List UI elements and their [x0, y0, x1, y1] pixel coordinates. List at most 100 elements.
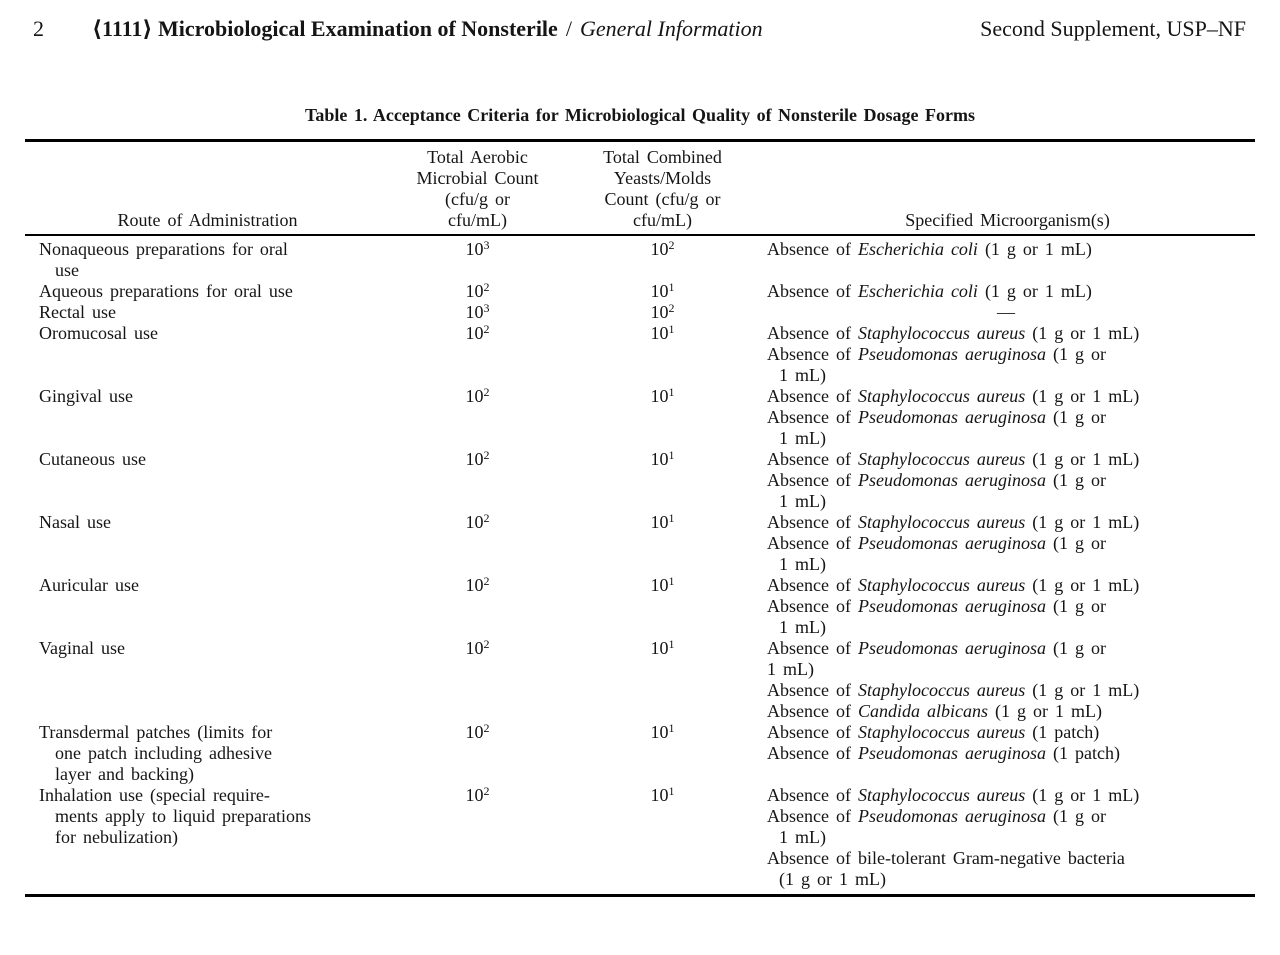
route-line: use — [55, 260, 79, 280]
organism-text: (1 g or 1 mL) — [1025, 785, 1140, 805]
organism-text: 1 mL) — [779, 617, 826, 637]
route-line: Auricular use — [39, 575, 139, 595]
organism-text: (1 g or 1 mL) — [1025, 386, 1140, 406]
tamc-value: 103 — [466, 302, 490, 322]
organism-line: Absence of Pseudomonas aeruginosa (1 g o… — [767, 344, 1255, 365]
organism-text: (1 g or — [1045, 533, 1106, 553]
tymc-value-cell: 102 — [565, 302, 760, 323]
tamc-value-base: 10 — [465, 302, 484, 322]
organism-text: 1 mL) — [779, 491, 826, 511]
tamc-value: 102 — [466, 722, 490, 742]
tamc-value: 102 — [466, 281, 490, 301]
organism-text: Absence of — [767, 575, 858, 595]
tymc-value-base: 10 — [650, 386, 669, 406]
organism-text: Absence of — [767, 680, 858, 700]
tamc-value: 103 — [466, 239, 490, 259]
tymc-value: 101 — [651, 722, 675, 742]
tamc-value-base: 10 — [465, 638, 484, 658]
organism-text: (1 g or 1 mL) — [977, 281, 1092, 301]
organism-line: (1 g or 1 mL) — [767, 869, 1255, 890]
col-header-tymc: Total Combined Yeasts/Molds Count (cfu/g… — [565, 140, 760, 236]
organism-text: (1 g or — [1045, 344, 1106, 364]
organism-line: Absence of Pseudomonas aeruginosa (1 g o… — [767, 470, 1255, 491]
tymc-value-base: 10 — [650, 323, 669, 343]
tamc-value-exponent: 2 — [483, 322, 490, 336]
route-line: Transdermal patches (limits for — [39, 722, 273, 742]
organism-text: (1 g or 1 mL) — [1025, 323, 1140, 343]
tymc-value-base: 10 — [650, 785, 669, 805]
organism-text: Absence of — [767, 701, 858, 721]
edition-label: Second Supplement, USP–NF — [980, 16, 1246, 41]
table-row: Vaginal use 102 101 Absence of Pseudomonas … — [25, 638, 1255, 722]
tymc-value-exponent: 1 — [668, 385, 675, 399]
organism-name: Staphylococcus aureus — [857, 512, 1026, 532]
tymc-value-exponent: 2 — [668, 238, 675, 252]
organism-line: Absence of Pseudomonas aeruginosa (1 g o… — [767, 806, 1255, 827]
organism-text: (1 patch) — [1025, 722, 1100, 742]
col-header-tymc-line: Count (cfu/g or — [604, 189, 721, 209]
tymc-value: 101 — [651, 386, 675, 406]
route-cell: Vaginal use — [25, 638, 390, 722]
organism-text: Absence of — [767, 743, 858, 763]
tymc-value-exponent: 1 — [668, 322, 675, 336]
organism-text: Absence of — [767, 638, 858, 658]
organism-line: 1 mL) — [767, 827, 1255, 848]
organism-line: 1 mL) — [767, 617, 1255, 638]
organism-name: Candida albicans — [857, 701, 988, 721]
organism-text: (1 g or 1 mL) — [977, 239, 1092, 259]
tamc-value: 102 — [466, 323, 490, 343]
page-header: 2 ⟨1111⟩ Microbiological Examination of … — [0, 0, 1280, 44]
section-title: General Information — [579, 16, 763, 41]
tamc-value-cell: 102 — [390, 785, 565, 896]
tamc-value-base: 10 — [465, 386, 484, 406]
tamc-value: 102 — [466, 512, 490, 532]
organism-text: Absence of — [767, 806, 858, 826]
table-header: Route of Administration Total Aerobic Mi… — [25, 140, 1255, 236]
organism-line: 1 mL) — [767, 491, 1255, 512]
tymc-value: 101 — [651, 638, 675, 658]
tymc-value-cell: 101 — [565, 449, 760, 512]
organism-line: Absence of Staphylococcus aureus (1 g or… — [767, 575, 1255, 596]
route-line: Inhalation use (special require- — [39, 785, 270, 805]
tamc-value-cell: 102 — [390, 449, 565, 512]
organism-name: Escherichia coli — [857, 239, 978, 259]
tamc-value-cell: 102 — [390, 512, 565, 575]
organism-name: Pseudomonas aeruginosa — [857, 806, 1046, 826]
col-header-tymc-line: cfu/mL) — [633, 210, 692, 230]
tymc-value-exponent: 1 — [668, 637, 675, 651]
organism-text: (1 g or 1 mL) — [779, 869, 886, 889]
tymc-value-cell: 101 — [565, 638, 760, 722]
tymc-value-exponent: 1 — [668, 574, 675, 588]
organism-text: Absence of — [767, 386, 858, 406]
organism-line: Absence of Pseudomonas aeruginosa (1 g o… — [767, 533, 1255, 554]
route-line: for nebulization) — [55, 827, 178, 847]
organism-line: Absence of bile-tolerant Gram-negative b… — [767, 848, 1255, 869]
organisms-cell: Absence of Staphylococcus aureus (1 patc… — [760, 722, 1255, 785]
col-header-tymc-line: Yeasts/Molds — [613, 168, 712, 188]
tymc-value: 101 — [651, 449, 675, 469]
organism-text: Absence of — [767, 596, 858, 616]
page-header-left: 2 ⟨1111⟩ Microbiological Examination of … — [33, 14, 763, 44]
tymc-value-exponent: 1 — [668, 721, 675, 735]
route-cell: Rectal use — [25, 302, 390, 323]
tymc-value: 101 — [651, 512, 675, 532]
tamc-value-exponent: 2 — [483, 784, 490, 798]
col-header-tamc: Total Aerobic Microbial Count (cfu/g or … — [390, 140, 565, 236]
organisms-cell: Absence of Staphylococcus aureus (1 g or… — [760, 323, 1255, 386]
route-line: one patch including adhesive — [55, 743, 272, 763]
organism-text: (1 patch) — [1045, 743, 1120, 763]
organism-name: Pseudomonas aeruginosa — [857, 533, 1046, 553]
tamc-value-cell: 102 — [390, 386, 565, 449]
tamc-value-cell: 103 — [390, 302, 565, 323]
route-cell: Auricular use — [25, 575, 390, 638]
organism-line: Absence of Staphylococcus aureus (1 g or… — [767, 323, 1255, 344]
route-line: Aqueous preparations for oral use — [39, 281, 293, 301]
table-row: Gingival use 102 101 Absence of Staphylococ… — [25, 386, 1255, 449]
organisms-cell: Absence of Staphylococcus aureus (1 g or… — [760, 785, 1255, 896]
tamc-value: 102 — [466, 575, 490, 595]
tymc-value-base: 10 — [650, 239, 669, 259]
table-row: Inhalation use (special require-ments ap… — [25, 785, 1255, 896]
organism-line: Absence of Staphylococcus aureus (1 g or… — [767, 386, 1255, 407]
tymc-value: 102 — [651, 302, 675, 322]
tymc-value-cell: 101 — [565, 323, 760, 386]
